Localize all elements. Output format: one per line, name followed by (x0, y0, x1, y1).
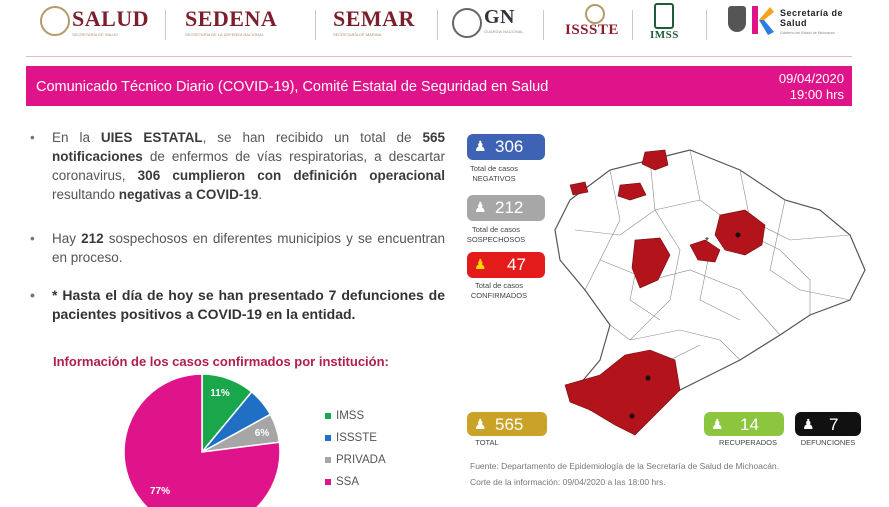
caption-confirmados: Total de casos CONFIRMADOS (470, 281, 528, 300)
pie-slice-imss (201, 373, 253, 455)
issste-emblem-icon (585, 4, 605, 24)
salud-seal-icon (40, 6, 70, 36)
stat-sospechosos: ♟ 212 (467, 195, 545, 221)
banner-date: 09/04/2020 (778, 71, 844, 86)
caption-negativos: Total de casos NEGATIVOS (470, 164, 518, 183)
logo-issste: ISSSTE (565, 22, 619, 38)
logo-salud: SALUD SECRETARÍA DE SALUD (72, 6, 150, 37)
michoacan-shield-icon (728, 6, 746, 32)
logo-semar: SEMAR SECRETARÍA DE MARINA (333, 6, 415, 37)
separator (632, 10, 633, 40)
caption-sospechosos: Total de casos SOSPECHOSOS (466, 225, 526, 244)
banner-datetime: 09/04/2020 19:00 hrs (779, 71, 844, 103)
stat-negativos: ♟ 306 (467, 134, 545, 160)
group-icon: ♟ (474, 416, 487, 432)
pie-slice-issste (201, 390, 272, 453)
header-divider (26, 56, 852, 57)
pie-title: Información de los casos confirmados por… (53, 354, 389, 369)
logo-sedena: SEDENA SECRETARÍA DE LA DEFENSA NACIONAL (185, 6, 278, 37)
logo-gn: GN GUARDIA NACIONAL (484, 6, 524, 34)
separator (543, 10, 544, 40)
caption-defunciones: DEFUNCIONES (800, 438, 856, 447)
separator (706, 10, 707, 40)
person-icon: ♟ (474, 199, 487, 215)
caption-recuperados: RECUPERADOS (719, 438, 777, 447)
person-icon: ♟ (802, 416, 815, 432)
banner-title: Comunicado Técnico Diario (COVID-19), Co… (36, 79, 549, 95)
secretaria-k-icon (752, 4, 774, 36)
header-logos: SALUD SECRETARÍA DE SALUD SEDENA SECRETA… (0, 0, 889, 57)
michoacan-map: * (554, 149, 866, 436)
title-banner: Comunicado Técnico Diario (COVID-19), Co… (26, 66, 852, 106)
legend-item-imss: IMSS (325, 410, 386, 432)
legend-item-privada: PRIVADA (325, 454, 386, 476)
cutoff-note: Corte de la información: 09/04/2020 a la… (470, 477, 666, 487)
stat-recuperados: ♟ 14 (704, 412, 784, 436)
pie-legend: IMSS ISSSTE PRIVADA SSA (325, 410, 386, 498)
legend-swatch-privada (325, 456, 331, 463)
source-note: Fuente: Departamento de Epidemiología de… (470, 461, 780, 471)
gn-seal-icon (452, 8, 482, 38)
pie-label-privada: 6% (255, 428, 270, 439)
separator (165, 10, 166, 40)
pie-slice-ssa (123, 373, 281, 507)
pie-label-imss: 11% (210, 388, 230, 399)
imss-emblem-icon (654, 3, 674, 29)
group-icon: ♟ (711, 416, 724, 432)
stat-confirmados: ♟ 47 (467, 252, 545, 278)
logo-secretaria: Secretaría de Salud Gobierno del Estado … (780, 8, 844, 35)
person-icon: ♟ (474, 138, 487, 154)
separator (315, 10, 316, 40)
person-icon: ♟ (474, 256, 487, 272)
legend-item-issste: ISSSTE (325, 432, 386, 454)
logo-imss: IMSS (650, 29, 679, 41)
bullet-defunciones: • * Hasta el día de hoy se han presentad… (30, 287, 445, 322)
svg-text:*: * (705, 236, 709, 247)
caption-total: TOTAL (475, 438, 499, 447)
pie-label-ssa: 77% (150, 486, 170, 497)
banner-time: 19:00 hrs (789, 87, 844, 102)
separator (437, 10, 438, 40)
bullet-sospechosos: • Hay 212 sospechosos en diferentes muni… (30, 231, 445, 265)
legend-swatch-issste (325, 434, 331, 441)
stat-total: ♟ 565 (467, 412, 547, 436)
bullet-uies: • En la UIES ESTATAL, se han recibido un… (30, 130, 445, 202)
stat-defunciones: ♟ 7 (795, 412, 861, 436)
pie-slice-privada (201, 413, 281, 453)
legend-item-ssa: SSA (325, 476, 386, 498)
legend-swatch-imss (325, 412, 331, 419)
legend-swatch-ssa (325, 478, 331, 485)
